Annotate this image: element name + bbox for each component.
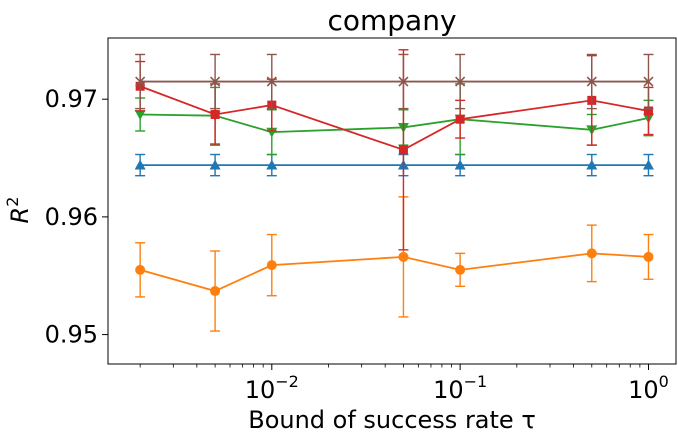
- data-point: [586, 159, 598, 170]
- data-point: [643, 106, 653, 116]
- data-point: [266, 260, 277, 271]
- data-point: [586, 248, 597, 259]
- data-point: [209, 159, 221, 170]
- data-point: [135, 76, 146, 87]
- data-point-stroke: [398, 76, 409, 87]
- series-line: [139, 252, 649, 292]
- data-point: [642, 159, 654, 170]
- data-point: [210, 109, 220, 119]
- data-point: [210, 76, 221, 87]
- data-point: [210, 286, 221, 297]
- data-point: [398, 251, 409, 262]
- x-tick-label-exponent: 0: [659, 372, 669, 391]
- y-tick-label: 0.95: [45, 321, 98, 349]
- axes-frame: [107, 37, 677, 365]
- data-point: [454, 159, 466, 170]
- y-axis-title: R2: [3, 197, 34, 224]
- y-axis-title-main: R: [6, 207, 34, 224]
- y-axis-title-superscript: 2: [3, 197, 22, 207]
- data-point: [135, 264, 146, 275]
- data-point: [455, 114, 465, 124]
- y-tick-label: 0.97: [45, 85, 98, 113]
- data-point-stroke: [135, 76, 146, 87]
- data-point: [266, 159, 278, 170]
- data-point-stroke: [210, 76, 221, 87]
- data-point: [398, 76, 409, 87]
- x-tick-label-base: 10: [433, 376, 464, 404]
- data-point: [266, 127, 278, 138]
- data-point-stroke: [643, 76, 654, 87]
- data-point-stroke: [455, 76, 466, 87]
- x-tick-label: 100: [628, 372, 669, 404]
- data-point: [134, 110, 146, 120]
- series-5: [135, 53, 654, 110]
- data-point: [266, 76, 277, 87]
- x-tick-label: 10−2: [245, 372, 299, 404]
- chart-title: company: [327, 4, 456, 37]
- x-tick-label-exponent: −2: [275, 372, 299, 391]
- data-point: [134, 159, 146, 170]
- plot-area: [134, 49, 654, 332]
- data-point: [643, 251, 654, 262]
- x-axis-title: Bound of success rate τ: [248, 406, 536, 434]
- data-point-stroke: [266, 76, 277, 87]
- series-2: [135, 196, 654, 332]
- x-tick-label-base: 10: [245, 376, 276, 404]
- x-tick-label-exponent: −1: [464, 372, 488, 391]
- x-tick-label: 10−1: [433, 372, 487, 404]
- data-point: [455, 76, 466, 87]
- x-tick-label-base: 10: [628, 376, 659, 404]
- series-3: [134, 83, 654, 156]
- y-tick-label: 0.96: [45, 203, 98, 231]
- series-1: [134, 153, 654, 177]
- data-point: [455, 264, 466, 275]
- data-point: [643, 76, 654, 87]
- data-point-stroke: [586, 76, 597, 87]
- data-point: [398, 145, 408, 155]
- data-point: [586, 76, 597, 87]
